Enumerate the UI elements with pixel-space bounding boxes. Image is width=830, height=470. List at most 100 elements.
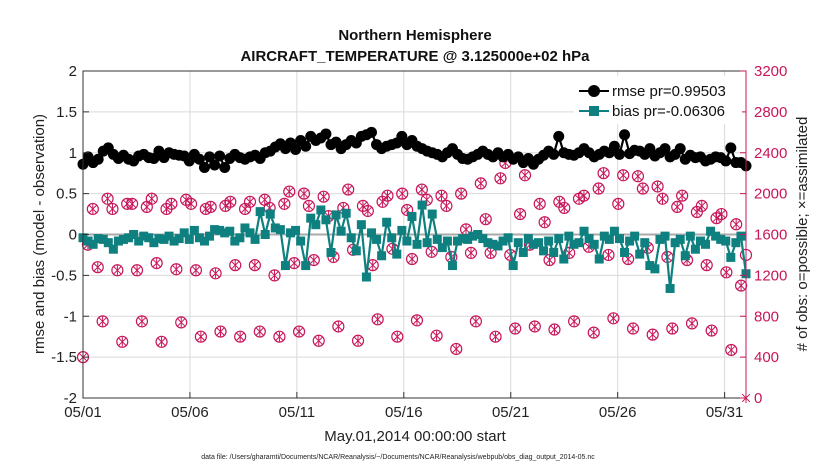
obs-possible-point xyxy=(135,315,149,328)
obs-possible-point xyxy=(626,322,640,335)
obs-possible-point xyxy=(435,189,448,202)
bias-point xyxy=(351,246,361,256)
bias-point xyxy=(194,233,204,243)
x-tick-label: 05/21 xyxy=(492,404,530,421)
bias-point xyxy=(189,225,199,235)
obs-possible-point xyxy=(209,267,222,280)
obs-possible-point xyxy=(671,200,684,214)
bias-point xyxy=(680,251,690,261)
obs-possible-point xyxy=(720,266,733,279)
obs-assimilated-point xyxy=(167,198,176,209)
bias-point xyxy=(169,236,179,246)
bias-point xyxy=(453,236,463,246)
rmse-point xyxy=(396,130,408,142)
obs-possible-point xyxy=(577,189,591,202)
bias-point xyxy=(670,238,680,248)
obs-possible-point xyxy=(184,197,198,210)
obs-assimilated-point xyxy=(368,260,377,271)
obs-possible-point xyxy=(587,326,600,339)
obs-assimilated-point xyxy=(628,323,638,334)
bias-point xyxy=(635,249,645,259)
bias-point xyxy=(346,233,356,243)
obs-assimilated-point xyxy=(152,258,161,269)
bias-point xyxy=(544,236,554,246)
obs-assimilated-point xyxy=(486,247,495,258)
obs-possible-point xyxy=(297,187,311,200)
obs-assimilated-point xyxy=(309,255,318,265)
bias-point xyxy=(630,231,640,241)
bias-point xyxy=(245,228,255,238)
obs-possible-point xyxy=(636,182,649,195)
obs-possible-point xyxy=(474,177,487,190)
bias-point xyxy=(665,283,675,293)
bias-point xyxy=(316,205,326,215)
obs-assimilated-point xyxy=(373,314,382,325)
obs-possible-point xyxy=(450,342,463,356)
obs-assimilated-point xyxy=(334,321,343,332)
bias-point xyxy=(640,238,650,248)
obs-possible-point xyxy=(548,323,561,336)
obs-possible-point xyxy=(165,197,178,210)
obs-assimilated-point xyxy=(476,178,485,189)
obs-assimilated-point xyxy=(555,196,564,207)
obs-assimilated-point xyxy=(108,204,117,214)
bias-point xyxy=(721,236,731,246)
obs-possible-point xyxy=(111,264,124,277)
y-tick-label: -1.5 xyxy=(51,349,77,366)
obs-possible-point xyxy=(656,192,669,205)
obs-assimilated-point xyxy=(172,264,181,275)
bias-point xyxy=(134,236,144,246)
bias-point xyxy=(265,209,275,219)
obs-assimilated-point xyxy=(314,335,323,346)
bias-point xyxy=(149,238,159,248)
obs-assimilated-point xyxy=(113,265,122,276)
bias-point xyxy=(164,231,174,241)
bias-point xyxy=(437,243,447,253)
obs-assimilated-point xyxy=(579,190,589,201)
y-right-tick-label: 1600 xyxy=(754,227,787,244)
obs-possible-point xyxy=(155,335,168,348)
obs-assimilated-point xyxy=(457,188,466,199)
obs-assimilated-point xyxy=(147,193,156,204)
bias-point xyxy=(493,241,503,251)
bias-point xyxy=(108,244,118,254)
obs-possible-point xyxy=(612,197,625,210)
obs-assimilated-point xyxy=(88,204,97,214)
bias-point xyxy=(184,234,194,244)
y-axis-label: rmse and bias (model - observation) xyxy=(31,114,48,354)
obs-assimilated-point xyxy=(181,194,191,205)
obs-assimilated-point xyxy=(191,265,201,276)
chart-subtitle: AIRCRAFT_TEMPERATURE @ 3.125000e+02 hPa xyxy=(240,48,590,65)
obs-assimilated-point xyxy=(290,258,299,269)
bias-point xyxy=(523,234,533,244)
bias-point xyxy=(366,228,376,238)
obs-assimilated-point xyxy=(275,331,284,342)
bias-point xyxy=(336,226,346,236)
obs-assimilated-point xyxy=(511,323,520,334)
obs-possible-point xyxy=(730,218,743,231)
bias-point xyxy=(205,231,215,241)
obs-assimilated-point xyxy=(206,201,215,212)
obs-assimilated-point xyxy=(417,184,427,195)
obs-possible-point xyxy=(666,322,679,335)
obs-assimilated-point xyxy=(407,254,417,264)
obs-assimilated-point xyxy=(211,268,220,279)
bias-point xyxy=(614,234,624,244)
bias-point xyxy=(129,230,139,239)
obs-possible-point xyxy=(194,330,207,343)
y-right-tick-label: 3200 xyxy=(754,63,787,80)
bias-point xyxy=(701,239,711,249)
obs-assimilated-point xyxy=(412,315,422,326)
y-right-axis-label: # of obs: o=possible; ×=assimilated xyxy=(794,117,811,352)
obs-assimilated-point xyxy=(727,345,736,355)
rmse-point xyxy=(300,140,312,152)
y-tick-label: 0.5 xyxy=(56,186,77,203)
legend-bias-marker xyxy=(589,106,599,116)
rmse-point xyxy=(193,153,205,165)
obs-assimilated-point xyxy=(687,318,697,329)
obs-assimilated-point xyxy=(196,331,206,342)
obs-assimilated-point xyxy=(673,201,682,212)
y-tick-label: -1 xyxy=(64,308,77,325)
